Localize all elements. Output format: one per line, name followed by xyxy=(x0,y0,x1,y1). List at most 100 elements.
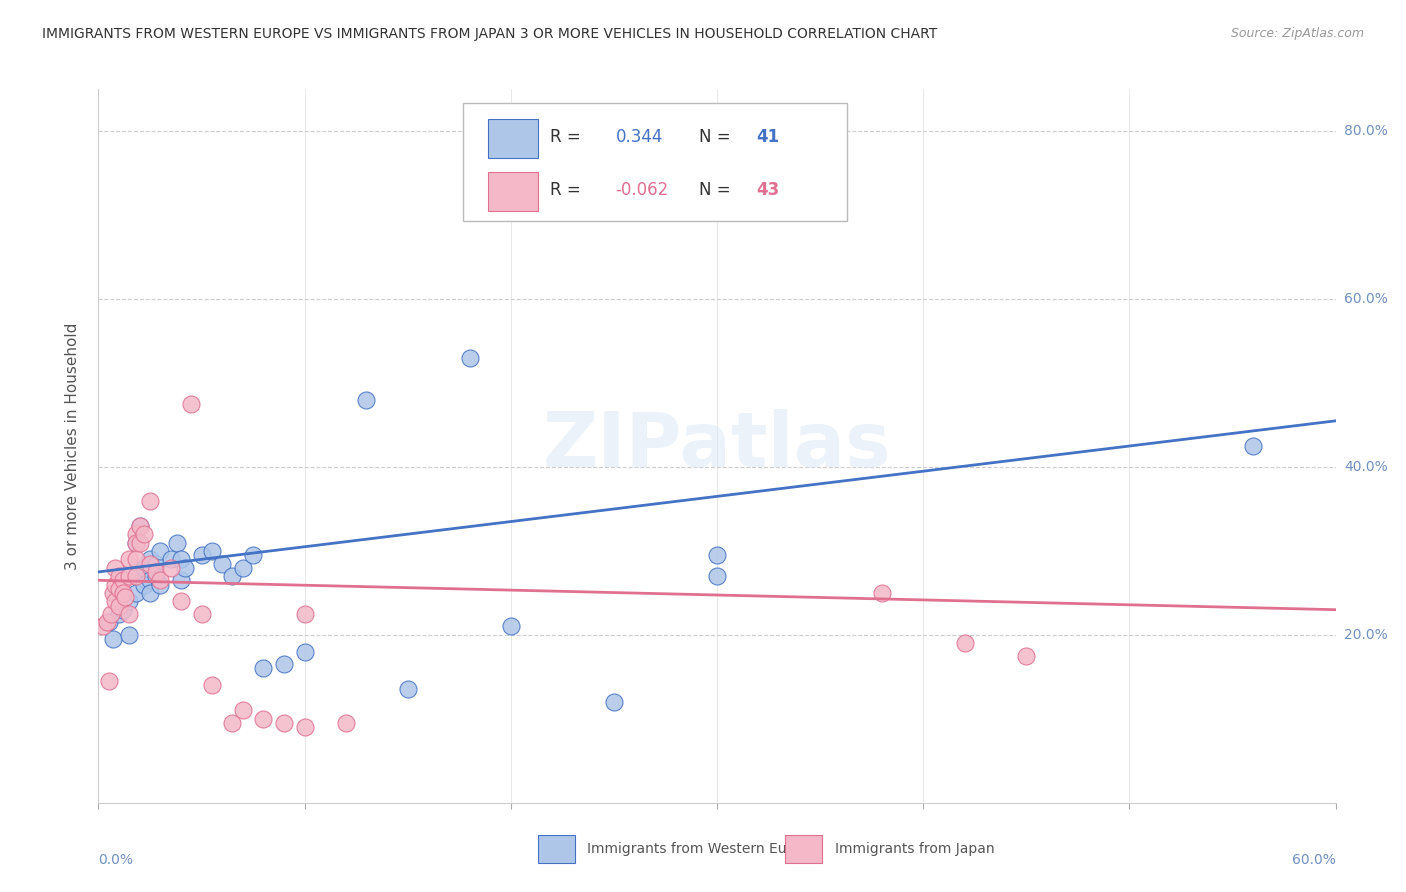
Text: Source: ZipAtlas.com: Source: ZipAtlas.com xyxy=(1230,27,1364,40)
Point xyxy=(953,636,976,650)
Point xyxy=(118,569,141,583)
Point xyxy=(112,603,135,617)
Point xyxy=(118,628,141,642)
Point xyxy=(104,594,127,608)
Point xyxy=(706,569,728,583)
Text: 60.0%: 60.0% xyxy=(1292,853,1336,867)
Point xyxy=(96,615,118,630)
Point xyxy=(128,518,150,533)
Text: R =: R = xyxy=(550,128,586,145)
Text: 41: 41 xyxy=(756,128,780,145)
Point xyxy=(159,552,181,566)
Point xyxy=(221,716,243,731)
Point xyxy=(124,569,146,583)
Point xyxy=(91,619,114,633)
Point xyxy=(190,607,212,621)
Point xyxy=(108,599,131,613)
Point xyxy=(145,557,167,571)
Point xyxy=(132,560,155,574)
Point xyxy=(108,607,131,621)
Text: Immigrants from Japan: Immigrants from Japan xyxy=(835,842,994,856)
FancyBboxPatch shape xyxy=(464,103,846,221)
Point xyxy=(201,544,224,558)
Point xyxy=(170,574,193,588)
Text: IMMIGRANTS FROM WESTERN EUROPE VS IMMIGRANTS FROM JAPAN 3 OR MORE VEHICLES IN HO: IMMIGRANTS FROM WESTERN EUROPE VS IMMIGR… xyxy=(42,27,938,41)
Point xyxy=(97,615,120,630)
Text: ZIPatlas: ZIPatlas xyxy=(543,409,891,483)
Text: 60.0%: 60.0% xyxy=(1344,292,1388,306)
Point xyxy=(1015,648,1038,663)
Point xyxy=(108,569,131,583)
Point xyxy=(118,607,141,621)
Point xyxy=(124,552,146,566)
Point xyxy=(124,586,146,600)
Point xyxy=(112,574,135,588)
Point xyxy=(112,586,135,600)
Point xyxy=(252,661,274,675)
Point xyxy=(170,594,193,608)
Y-axis label: 3 or more Vehicles in Household: 3 or more Vehicles in Household xyxy=(65,322,80,570)
Point xyxy=(458,351,481,365)
Point xyxy=(124,535,146,549)
Point xyxy=(108,582,131,596)
Point xyxy=(149,577,172,591)
Point xyxy=(118,552,141,566)
Point xyxy=(128,535,150,549)
Text: 0.0%: 0.0% xyxy=(98,853,134,867)
Text: 80.0%: 80.0% xyxy=(1344,124,1388,138)
Point xyxy=(870,586,893,600)
Point xyxy=(114,590,136,604)
Text: 40.0%: 40.0% xyxy=(1344,460,1388,474)
Point xyxy=(124,535,146,549)
Point xyxy=(139,552,162,566)
Point xyxy=(97,674,120,689)
Point xyxy=(124,527,146,541)
Point xyxy=(232,560,254,574)
Point xyxy=(159,560,181,574)
Point xyxy=(706,548,728,562)
Text: 20.0%: 20.0% xyxy=(1344,628,1388,642)
Text: N =: N = xyxy=(699,128,735,145)
Point xyxy=(232,703,254,717)
FancyBboxPatch shape xyxy=(537,835,575,863)
Point xyxy=(201,678,224,692)
Point xyxy=(335,716,357,731)
Point xyxy=(139,557,162,571)
Point xyxy=(128,565,150,579)
Point xyxy=(132,527,155,541)
Point xyxy=(170,552,193,566)
Text: N =: N = xyxy=(699,181,735,199)
Point xyxy=(180,397,202,411)
Point xyxy=(145,565,167,579)
FancyBboxPatch shape xyxy=(785,835,823,863)
Point xyxy=(149,544,172,558)
Text: -0.062: -0.062 xyxy=(616,181,669,199)
Point xyxy=(101,586,124,600)
Point xyxy=(211,557,233,571)
FancyBboxPatch shape xyxy=(488,119,537,158)
Point xyxy=(190,548,212,562)
Point xyxy=(396,682,419,697)
Text: 0.344: 0.344 xyxy=(616,128,664,145)
Point xyxy=(603,695,626,709)
Point xyxy=(101,632,124,646)
Point xyxy=(145,569,167,583)
Point xyxy=(139,586,162,600)
Point xyxy=(166,535,188,549)
Point xyxy=(356,392,378,407)
Point xyxy=(174,560,197,574)
Text: R =: R = xyxy=(550,181,586,199)
FancyBboxPatch shape xyxy=(488,172,537,211)
Point xyxy=(139,574,162,588)
Point xyxy=(499,619,522,633)
Point xyxy=(221,569,243,583)
Point xyxy=(104,577,127,591)
Text: 43: 43 xyxy=(756,181,780,199)
Point xyxy=(1241,439,1264,453)
Point xyxy=(273,716,295,731)
Point xyxy=(104,560,127,574)
Point xyxy=(273,657,295,672)
Point xyxy=(100,607,122,621)
Point xyxy=(294,720,316,734)
Point xyxy=(252,712,274,726)
